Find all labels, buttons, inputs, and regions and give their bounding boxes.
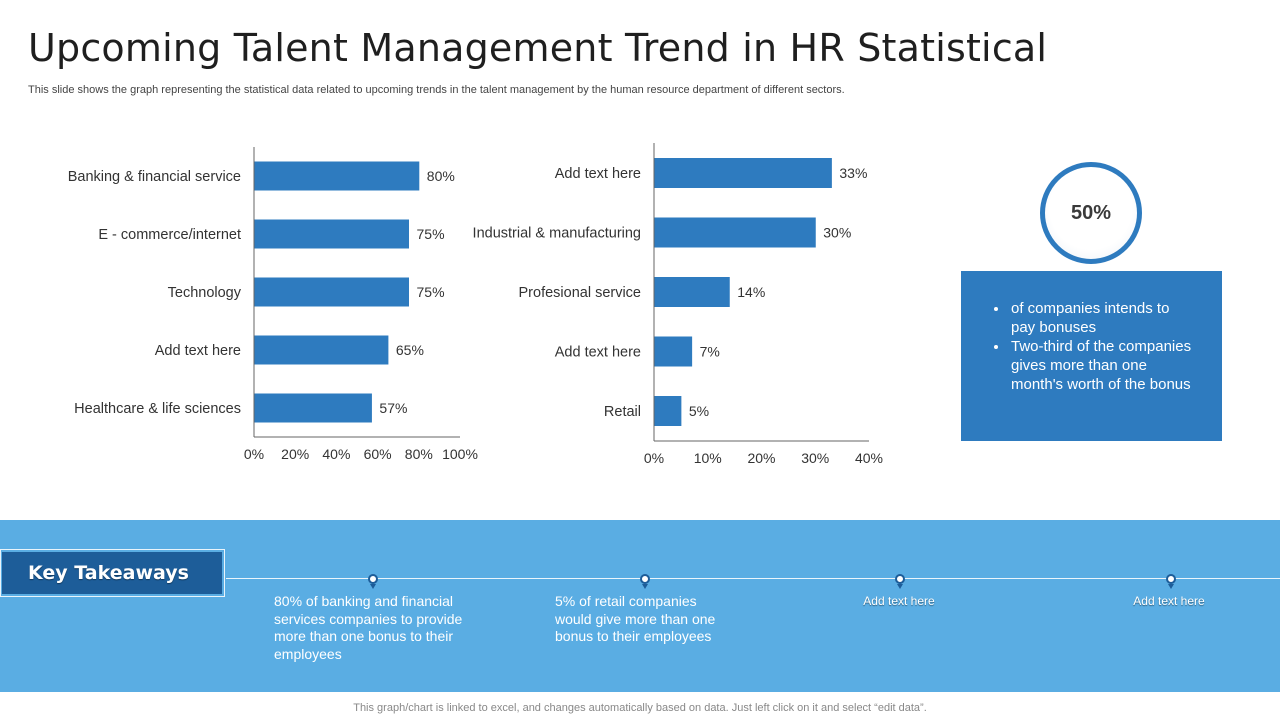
chart-sectors-left[interactable]: Banking & financial service 80% E - commer…	[40, 135, 500, 475]
x-tick-label: 40%	[322, 446, 350, 462]
key-takeaways-heading: Key Takeaways	[2, 552, 222, 594]
x-tick-label: 0%	[644, 450, 664, 466]
takeaway-text: 5% of retail companies would give more t…	[555, 593, 716, 644]
data-label: 80%	[427, 168, 455, 184]
stat-bullet: of companies intends to pay bonuses	[1009, 299, 1192, 337]
bar	[254, 335, 389, 365]
data-label: 30%	[823, 225, 851, 241]
timeline-pin-icon	[1166, 574, 1176, 589]
timeline-pin-icon	[895, 574, 905, 589]
category-label: Add text here	[555, 345, 641, 361]
category-label: Industrial & manufacturing	[473, 226, 641, 242]
category-label: Add text here	[555, 166, 641, 182]
category-label: Banking & financial service	[68, 169, 241, 185]
takeaways-band	[0, 520, 1280, 692]
bar	[254, 219, 409, 249]
x-tick-label: 80%	[405, 446, 433, 462]
page-title: Upcoming Talent Management Trend in HR S…	[28, 26, 1048, 70]
category-label: Retail	[604, 404, 641, 420]
data-label: 75%	[417, 284, 445, 300]
timeline-pin-icon	[640, 574, 650, 589]
bar	[654, 158, 832, 188]
x-tick-label: 20%	[747, 450, 775, 466]
stat-info-box: of companies intends to pay bonuses Two-…	[961, 271, 1222, 441]
takeaway-text: Add text here	[863, 594, 935, 608]
bar	[654, 277, 730, 307]
x-tick-label: 20%	[281, 446, 309, 462]
x-tick-label: 30%	[801, 450, 829, 466]
stat-bullet: Two-third of the companies gives more th…	[1009, 337, 1192, 394]
category-label: Add text here	[155, 343, 241, 359]
data-label: 57%	[379, 400, 407, 416]
x-tick-label: 0%	[244, 446, 264, 462]
bar	[654, 217, 816, 248]
timeline-pin-icon	[368, 574, 378, 589]
chart-sectors-right[interactable]: Add text here 33% Industrial & manufacturi…	[455, 135, 900, 475]
bar	[254, 161, 420, 191]
data-label: 7%	[700, 344, 720, 360]
data-label: 14%	[737, 284, 765, 300]
stat-circle: 50%	[1040, 162, 1142, 264]
takeaway-text: 80% of banking and financial services co…	[274, 593, 463, 662]
data-label: 65%	[396, 342, 424, 358]
x-tick-label: 40%	[855, 450, 883, 466]
data-label: 75%	[417, 226, 445, 242]
timeline-line	[226, 578, 1280, 579]
stat-value: 50%	[1070, 201, 1112, 224]
x-tick-label: 60%	[364, 446, 392, 462]
bar	[654, 396, 682, 426]
footnote: This graph/chart is linked to excel, and…	[353, 702, 927, 714]
takeaway-text: Add text here	[1133, 594, 1205, 608]
category-label: Healthcare & life sciences	[74, 401, 241, 417]
bar	[254, 393, 372, 423]
bar	[654, 336, 693, 367]
category-label: Profesional service	[519, 285, 642, 301]
category-label: E - commerce/internet	[98, 227, 241, 243]
key-takeaways-frame	[0, 549, 225, 597]
x-tick-label: 10%	[694, 450, 722, 466]
data-label: 33%	[839, 165, 867, 181]
page-subtitle: This slide shows the graph representing …	[28, 84, 845, 96]
x-tick-label: 100%	[442, 446, 478, 462]
data-label: 5%	[689, 403, 709, 419]
category-label: Technology	[168, 285, 242, 301]
bar	[254, 277, 409, 307]
